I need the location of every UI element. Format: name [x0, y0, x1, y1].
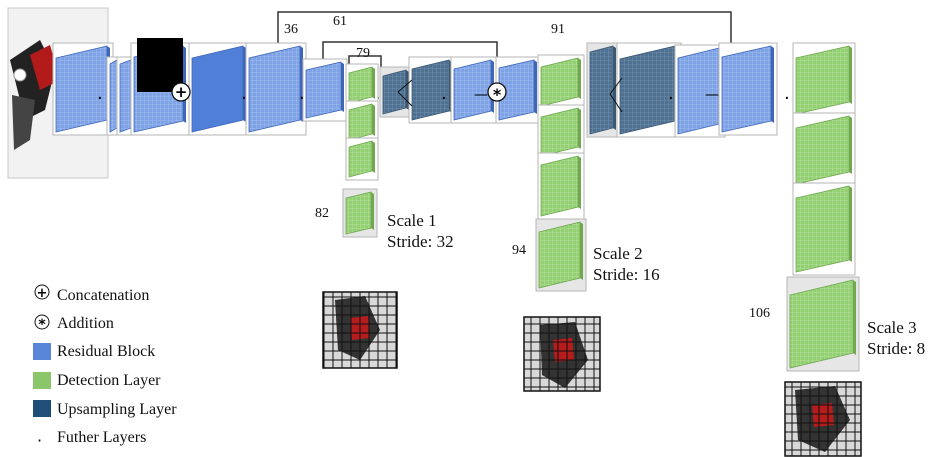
legend-residual-block: Residual Block [57, 343, 156, 360]
legend-upsampling-layer: Upsampling Layer [57, 401, 177, 418]
layer-number-91: 91 [551, 22, 565, 37]
addition-legend-icon [34, 314, 50, 330]
res-block-13 [718, 42, 778, 136]
output-grid-2 [523, 316, 601, 392]
detection-block-2b [537, 104, 585, 160]
res-block-7 [302, 58, 348, 122]
res-block-10 [495, 56, 541, 124]
concat-operator: + [171, 82, 191, 102]
scale-2-label: Scale 2 Stride: 16 [593, 243, 660, 285]
detection-block-3a [792, 42, 856, 118]
dot-8: · [668, 88, 674, 109]
output-grid-1 [322, 291, 398, 369]
detection-block-3c [792, 182, 856, 276]
upsampling-legend-swatch [33, 400, 51, 417]
dot-1: · [97, 88, 103, 109]
scale-3-name: Scale 3 [867, 318, 917, 337]
concat-operator-symbol: + [175, 83, 188, 101]
detection-columns [342, 42, 860, 372]
layer-number-94: 94 [512, 243, 526, 258]
detection-block-2c [537, 152, 585, 220]
dot-2: · [241, 88, 247, 109]
layer-number-61: 61 [333, 14, 347, 29]
detection-block-scale-1 [342, 188, 378, 238]
detection-block-1b [345, 100, 379, 144]
detection-block-scale-3 [786, 276, 860, 372]
res-block-5 [188, 42, 250, 136]
main-row [52, 42, 778, 138]
dot-9: · [784, 88, 790, 109]
output-grid-3 [784, 381, 862, 457]
dot-3: · [299, 88, 305, 109]
dot-5: · [441, 88, 447, 109]
scale-1-label: Scale 1 Stride: 32 [387, 210, 454, 252]
legend-addition: Addition [57, 315, 114, 332]
scale-3-stride: Stride: 8 [867, 339, 926, 358]
upsample-block-1 [379, 66, 413, 118]
scale-3-label: Scale 3 Stride: 8 [867, 317, 925, 359]
detection-block-1c [345, 137, 379, 181]
legend-further-layers: Futher Layers [57, 429, 147, 446]
res-block-6 [245, 42, 307, 136]
black-block [137, 38, 183, 92]
res-block-11 [616, 42, 682, 138]
svg-text:+: + [37, 286, 48, 301]
upsample-block-2 [586, 42, 620, 138]
res-block-9 [450, 56, 498, 124]
layer-number-82: 82 [315, 206, 329, 221]
detection-block-3b [792, 112, 856, 188]
scale-1-stride: Stride: 32 [387, 232, 454, 251]
legend-detection-layer: Detection Layer [57, 372, 161, 389]
layer-number-106: 106 [749, 306, 770, 321]
legend-icons: + * · [33, 284, 51, 450]
dash-1: — [474, 87, 488, 103]
detection-legend-swatch [33, 372, 51, 389]
detection-block-2a [537, 54, 585, 110]
scale-1-name: Scale 1 [387, 211, 437, 230]
further-legend-dot: · [37, 431, 42, 450]
detection-block-scale-2 [535, 218, 587, 292]
concat-legend-icon [34, 284, 50, 300]
scale-2-stride: Stride: 16 [593, 265, 660, 284]
res-block-8 [408, 56, 456, 124]
svg-text:*: * [38, 317, 46, 333]
res-block-1 [52, 42, 114, 136]
legend-concatenation: Concatenation [57, 287, 150, 304]
residual-legend-swatch [33, 343, 51, 360]
addition-operator: * [487, 82, 507, 104]
layer-number-79: 79 [356, 46, 370, 61]
layer-number-36: 36 [284, 22, 298, 37]
addition-operator-symbol: * [493, 85, 502, 104]
dash-2: — [705, 87, 719, 103]
detection-block-1a [345, 63, 379, 107]
scale-2-name: Scale 2 [593, 244, 643, 263]
